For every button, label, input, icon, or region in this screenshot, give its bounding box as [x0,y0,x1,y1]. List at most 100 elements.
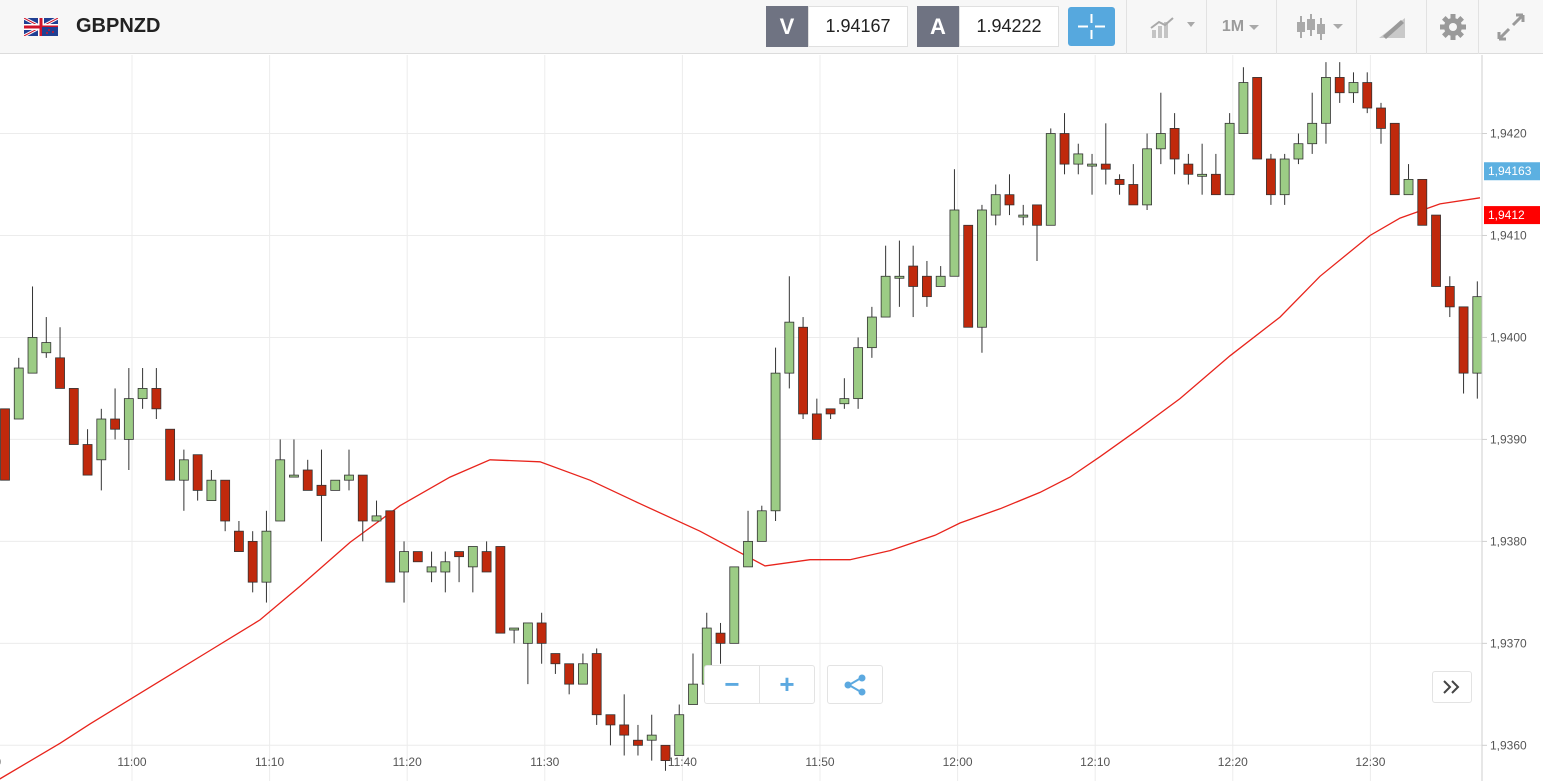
candle-body-up [1238,82,1249,134]
candle [688,653,698,705]
candle [977,204,987,353]
candle [646,714,657,761]
fullscreen-button[interactable] [1478,0,1543,54]
buy-price: 1.94222 [959,6,1059,47]
x-tick-label: 11:30 [530,755,559,769]
candle-body-up [509,627,520,631]
candle-body-down [591,653,602,716]
share-icon [844,674,866,695]
candle-body-down [68,388,79,445]
x-tick-label: 11:00 [117,755,146,769]
candle-body-up [1142,148,1152,206]
moving-average-line [0,197,1481,780]
candle [1004,174,1015,216]
timeframe-dropdown[interactable]: 1M [1206,0,1276,54]
candle [1183,153,1194,185]
double-chevron-right-icon [1443,680,1460,694]
drawing-tools-button[interactable] [1356,0,1426,54]
candle [1252,77,1263,160]
candle [1431,214,1441,287]
candle [13,357,24,420]
candle-body-down [1417,178,1428,226]
candle-body-down [82,444,93,476]
candle [825,408,836,420]
chart-type-button[interactable] [1276,0,1356,54]
candle [261,510,272,603]
candle-body-down [605,714,616,726]
candle-body-up [275,459,286,522]
candle [68,388,79,445]
sell-quote[interactable]: V 1.94167 [766,6,908,47]
zoom-in-button[interactable]: + [779,669,795,699]
candle-body-down [1210,173,1221,196]
candle-body-up [866,316,877,349]
candle [798,317,808,420]
candle-body-up [96,418,107,461]
candle [1128,164,1139,206]
moving-average-layer [0,197,1481,780]
candle [1142,133,1152,210]
candle-body-down [481,551,492,573]
x-tick-label: 12:10 [1080,755,1110,769]
candle-body-down [1334,77,1345,94]
candle [578,653,588,685]
candle [1307,92,1318,154]
candles-layer [0,62,1483,771]
indicators-icon [1149,17,1195,38]
candle [1472,281,1483,399]
zoom-out-button[interactable]: − [705,666,760,703]
candle [1403,164,1414,196]
y-tick-label: 1,9410 [1490,228,1527,242]
candle [1197,143,1208,195]
gear-icon [1439,14,1466,40]
settings-button[interactable] [1426,0,1478,54]
y-tick-label: 1,9400 [1490,330,1527,344]
candle-body-up [426,566,437,573]
candle-body-up [935,275,946,287]
buy-quote[interactable]: A 1.94222 [917,6,1059,47]
candle [963,224,974,328]
candle [55,327,65,389]
candle-body-up [1087,163,1097,167]
candle [1169,113,1180,175]
chart-toolbar: GBPNZD V 1.94167 A 1.94222 1M [0,0,1543,54]
x-tick-label: 11:40 [668,755,697,769]
candle-body-down [660,744,671,762]
candle [440,551,451,593]
instrument-symbol[interactable]: GBPNZD [76,15,161,37]
candle [1155,92,1166,165]
time-axis: 50 11:00 11:10 11:20 11:30 11:40 11:50 12:00 12:… [0,755,1386,769]
candle [853,337,864,409]
candle-body-down [247,540,258,583]
candlestick-chart[interactable]: 1,9360 1,9370 1,9380 1,9390 1,9400 1,9410 1,94… [0,55,1543,781]
candle [165,428,176,481]
x-tick-label: 11:10 [255,755,284,769]
indicators-button[interactable] [1126,0,1206,54]
ma-value-tag: 1,9412 [1488,208,1525,222]
candle [41,317,52,358]
candle-body-down [302,469,313,491]
candle-body-up [646,734,657,741]
share-button[interactable] [827,665,883,704]
candle-body-down [385,510,396,583]
candle [399,541,409,603]
y-tick-label: 1,9360 [1490,738,1527,752]
candle-body-down [922,275,932,298]
scroll-to-latest-button[interactable] [1432,671,1472,703]
candle [784,276,795,389]
bid-price-tag-bg [1484,162,1540,181]
candle [220,479,231,532]
candle [866,306,877,358]
candle [234,520,244,552]
x-tick-label: 50 [0,755,1,769]
candle [880,245,891,318]
crosshair-button[interactable] [1068,7,1115,46]
candle [1293,133,1304,165]
candle [1100,123,1111,185]
candle-body-down [825,408,836,415]
candle [481,541,492,573]
candle-body-down [550,653,561,665]
candle [894,240,905,307]
candle-body-up [1073,153,1084,165]
candle [151,368,162,420]
